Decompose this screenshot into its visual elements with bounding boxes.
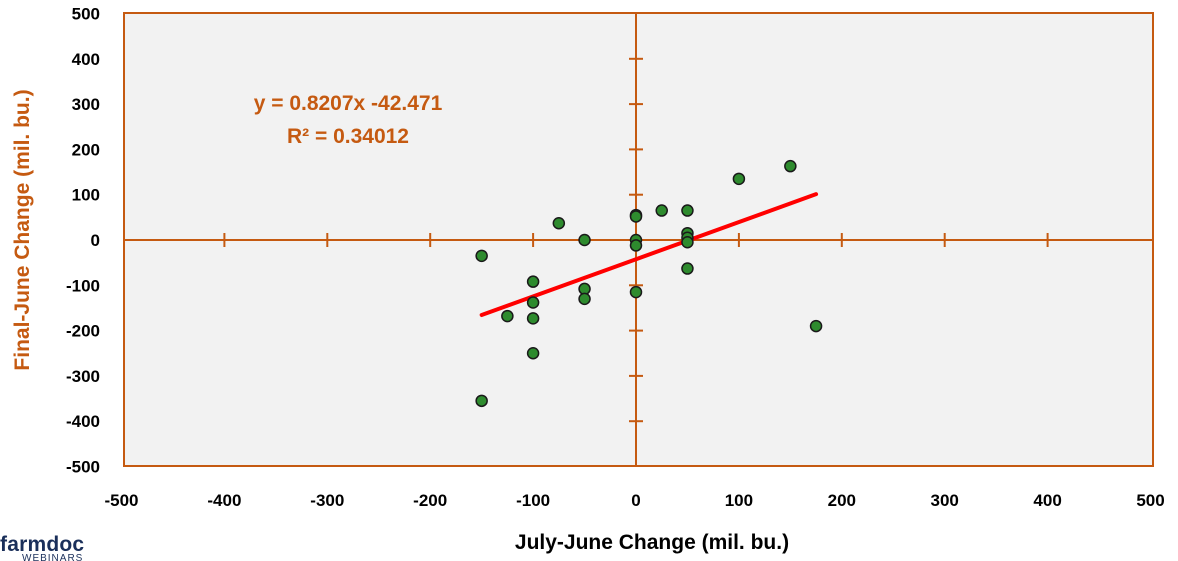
data-point xyxy=(526,296,540,309)
y-tick-label: 0 xyxy=(91,231,100,250)
y-tick-label: -300 xyxy=(66,367,100,386)
data-point xyxy=(655,204,668,217)
x-axis-title: July-June Change (mil. bu.) xyxy=(515,531,789,554)
y-tick-label: -400 xyxy=(66,412,100,431)
data-point xyxy=(681,262,694,275)
y-tick-label: -200 xyxy=(66,322,100,341)
data-point xyxy=(552,216,566,230)
data-point xyxy=(629,239,643,252)
x-tick-label: -500 xyxy=(104,491,138,510)
farmdoc-logo: farmdoc xyxy=(0,533,85,556)
y-tick-label: 400 xyxy=(72,50,100,69)
x-tick-label: 0 xyxy=(631,491,640,510)
trendline-equation: y = 0.8207x -42.471 xyxy=(254,92,443,115)
data-point xyxy=(475,249,488,263)
logo-subtitle: WEBINARS xyxy=(22,553,84,561)
x-tick-label: -300 xyxy=(310,491,344,510)
y-tick-label: 100 xyxy=(72,186,100,205)
data-point xyxy=(501,309,514,323)
trendline-r-squared: R² = 0.34012 xyxy=(287,125,409,148)
data-point xyxy=(578,233,591,247)
x-tick-labels: -500 -400 -300 -200 -100 0 100 200 300 400 500 xyxy=(104,491,1164,510)
data-point xyxy=(681,236,694,249)
y-tick-label: -500 xyxy=(66,458,100,477)
x-tick-label: 100 xyxy=(725,491,753,510)
y-axis-title: Final-June Change (mil. bu.) xyxy=(11,89,34,370)
data-point xyxy=(526,347,540,360)
trendline xyxy=(479,192,819,318)
data-point xyxy=(809,319,823,333)
x-tick-label: 400 xyxy=(1033,491,1061,510)
data-points xyxy=(475,159,823,408)
data-point xyxy=(629,285,643,299)
data-point xyxy=(475,394,488,408)
y-tick-labels: 500 400 300 200 100 0 -100 -200 -300 -400 -500 xyxy=(66,5,100,477)
data-point xyxy=(526,312,540,325)
x-tick-label: -100 xyxy=(516,491,550,510)
x-tick-label: 300 xyxy=(931,491,959,510)
data-point xyxy=(526,275,540,288)
x-tick-label: -200 xyxy=(413,491,447,510)
data-point xyxy=(578,292,591,306)
data-point xyxy=(732,172,746,186)
data-point xyxy=(784,159,797,173)
x-tick-label: -400 xyxy=(207,491,241,510)
data-point xyxy=(681,204,694,217)
x-tick-label: 200 xyxy=(828,491,856,510)
y-tick-label: 300 xyxy=(72,95,100,114)
y-tick-label: -100 xyxy=(66,276,100,295)
y-tick-label: 200 xyxy=(72,140,100,159)
x-tick-label: 500 xyxy=(1136,491,1164,510)
y-tick-label: 500 xyxy=(72,5,100,24)
data-point xyxy=(629,210,643,223)
